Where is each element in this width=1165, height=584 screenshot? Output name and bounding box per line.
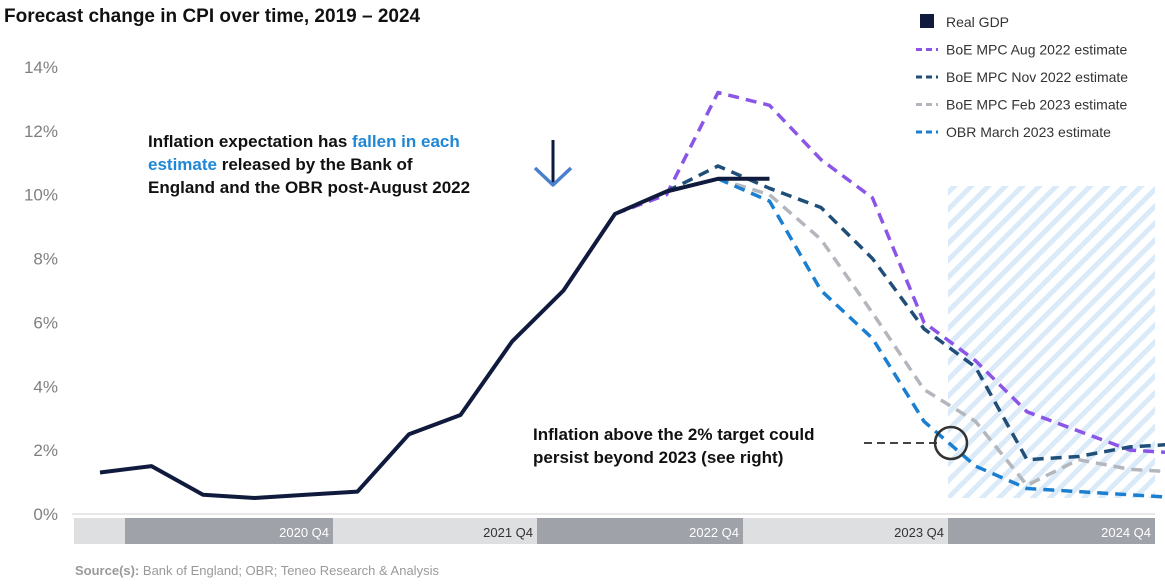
series-line-3 [717,177,1165,488]
series-line-2 [665,164,1165,462]
forecast-shaded-region [948,186,1155,498]
legend-label: Real GDP [946,14,1009,30]
y-axis: 0% 2% 4% 6% 8% 10% 12% 14% [24,58,58,524]
down-arrow-icon [533,140,573,187]
x-tick-label: 2021 Q4 [483,525,533,540]
series-line-0 [99,176,770,500]
x-tick-label: 2023 Q4 [894,525,944,540]
series-line-4 [717,177,1165,499]
callout-inflation-expectation: Inflation expectation has fallen in each… [148,132,470,197]
x-tick-label: 2022 Q4 [689,525,739,540]
x-axis-band [333,518,537,544]
callout-line: Inflation above the 2% target could [533,425,814,444]
x-tick-label: 2024 Q4 [1101,525,1151,540]
x-axis-band [125,518,333,544]
callout-line: Inflation expectation has fallen in each [148,132,460,151]
x-axis-band [948,518,1155,544]
y-tick-label: 10% [24,186,58,205]
series-line-1 [614,90,1165,455]
callout-line: persist beyond 2023 (see right) [533,448,783,467]
legend: Real GDP BoE MPC Aug 2022 estimate BoE MPC… [916,14,1128,140]
x-axis-band [743,518,948,544]
y-tick-label: 0% [33,505,58,524]
callout-above-target: Inflation above the 2% target could persi… [533,425,814,467]
y-tick-label: 2% [33,441,58,460]
y-tick-label: 6% [33,313,58,332]
source-note: Source(s): Bank of England; OBR; Teneo R… [75,563,439,578]
legend-label: BoE MPC Aug 2022 estimate [946,42,1128,58]
x-tick-label: 2020 Q4 [279,525,329,540]
legend-swatch [920,14,934,28]
y-tick-label: 14% [24,58,58,77]
legend-label: BoE MPC Nov 2022 estimate [946,69,1128,85]
chart-title: Forecast change in CPI over time, 2019 –… [4,6,421,27]
x-axis-band [74,518,125,544]
y-tick-label: 12% [24,122,58,141]
callout-line: England and the OBR post-August 2022 [148,178,470,197]
callout-line: estimate released by the Bank of [148,155,413,174]
series-group [99,90,1165,500]
x-axis-band [537,518,743,544]
y-tick-label: 4% [33,377,58,396]
x-axis-bands: 2020 Q4 2021 Q4 2022 Q4 2023 Q4 2024 Q4 [74,518,1155,544]
legend-label: BoE MPC Feb 2023 estimate [946,97,1128,113]
y-tick-label: 8% [33,250,58,269]
legend-label: OBR March 2023 estimate [946,124,1111,140]
highlight-circle [933,425,969,461]
